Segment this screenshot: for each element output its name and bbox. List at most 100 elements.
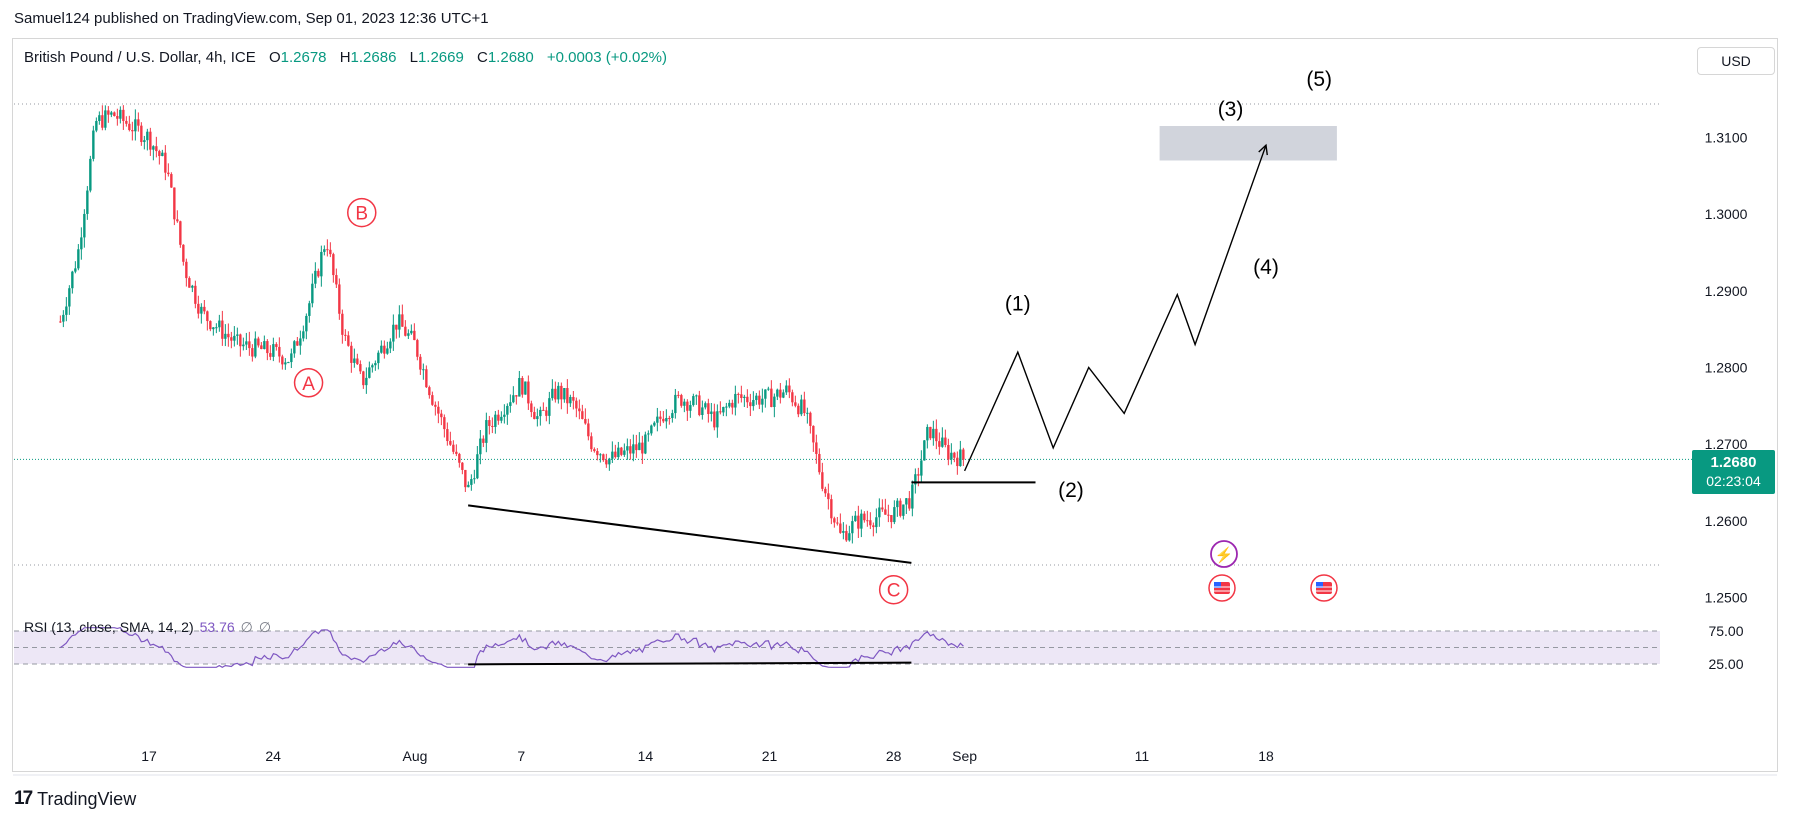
candle-body [491,425,494,427]
candle-body [617,447,620,458]
high-label: H [339,49,351,66]
rsi-title[interactable]: RSI (13, close, SMA, 14, 2) [24,619,194,635]
time-tick-label: Sep [952,748,977,764]
time-tick-label: 28 [886,748,902,764]
candle-body [266,341,269,354]
candle-body [431,395,434,405]
candle-body [179,221,182,245]
time-tick-label: 17 [141,748,157,764]
candle-body [770,388,773,407]
tradingview-logo[interactable]: 17 TradingView [14,788,136,810]
candle-body [476,454,479,479]
candle-body [155,146,158,152]
candle-body [398,314,401,330]
candle-body [167,172,170,175]
candle-body [878,507,881,518]
candle-body [707,403,710,414]
price-tick-label: 1.3000 [1705,206,1748,222]
candle-body [629,446,632,454]
candle-body [83,213,86,238]
symbol-title[interactable]: British Pound / U.S. Dollar, 4h, ICE [24,49,256,66]
target-zone [1159,126,1337,161]
candle-body [584,418,587,424]
candle-body [443,417,446,430]
candle-body [125,120,128,124]
candle-body [530,403,533,413]
candle-body [323,249,326,252]
drawings [468,126,1337,666]
candle-body [659,416,662,419]
candle-body [368,367,371,378]
rsi-tick-label: 75.00 [1708,623,1743,639]
candle-body [311,283,314,304]
candle-body [521,377,524,395]
candle-body [806,412,809,414]
candle-body [626,446,629,451]
candle-body [464,469,467,488]
candle-body [671,413,674,419]
flag-canton [1316,582,1323,588]
candle-body [722,406,725,413]
candle-body [569,396,572,404]
rsi-na-1: ∅ [240,619,253,635]
candle-body [296,341,299,346]
candle-body [104,110,107,128]
candle-body [533,412,536,420]
candle-body [194,285,197,304]
candle-body [122,109,125,121]
candle-body [341,313,344,335]
candle-body [410,330,413,334]
currency-button[interactable]: USD [1697,47,1775,75]
candle-body [470,479,473,485]
candle-body [833,518,836,523]
candle-body [185,261,188,279]
candle-body [383,345,386,354]
candle-body [932,428,935,439]
candle-body [86,190,89,214]
candle-body [233,335,236,341]
candle-body [578,408,581,412]
candle-body [935,428,938,442]
chart-frame[interactable] [12,38,1778,772]
candle-body [539,409,542,417]
candle-body [527,381,530,404]
candle-body [212,327,215,330]
candle-body [68,288,71,307]
price-trendline [468,504,912,564]
candle-body [257,338,260,346]
candle-body [281,356,284,365]
candle-body [365,377,368,386]
candle-body [740,394,743,399]
candle-body [941,437,944,447]
candle-body [191,285,194,288]
candle-body [647,433,650,435]
candle-body [371,365,374,368]
candle-body [548,398,551,416]
candle-body [413,330,416,341]
candle-body [419,356,422,370]
grid [13,103,1777,776]
candle-body [269,353,272,357]
candle-body [380,345,383,353]
candle-body [245,341,248,345]
candle-body [116,116,119,119]
candle-body [719,411,722,413]
candle-body [434,404,437,407]
candle-body [170,174,173,188]
candle-body [482,438,485,443]
close-label: C [477,49,488,66]
time-tick-label: 7 [517,748,525,764]
candle-body [500,416,503,421]
candle-body [818,453,821,473]
candle-body [887,514,890,516]
candles [59,105,965,544]
candle-body [728,402,731,407]
candle-body [290,353,293,363]
tv-logo-icon: 17 [14,788,33,809]
candle-body [779,389,782,398]
candle-body [215,327,218,329]
rsi-band [14,630,1660,665]
candle-body [653,422,656,426]
candle-body [593,449,596,452]
